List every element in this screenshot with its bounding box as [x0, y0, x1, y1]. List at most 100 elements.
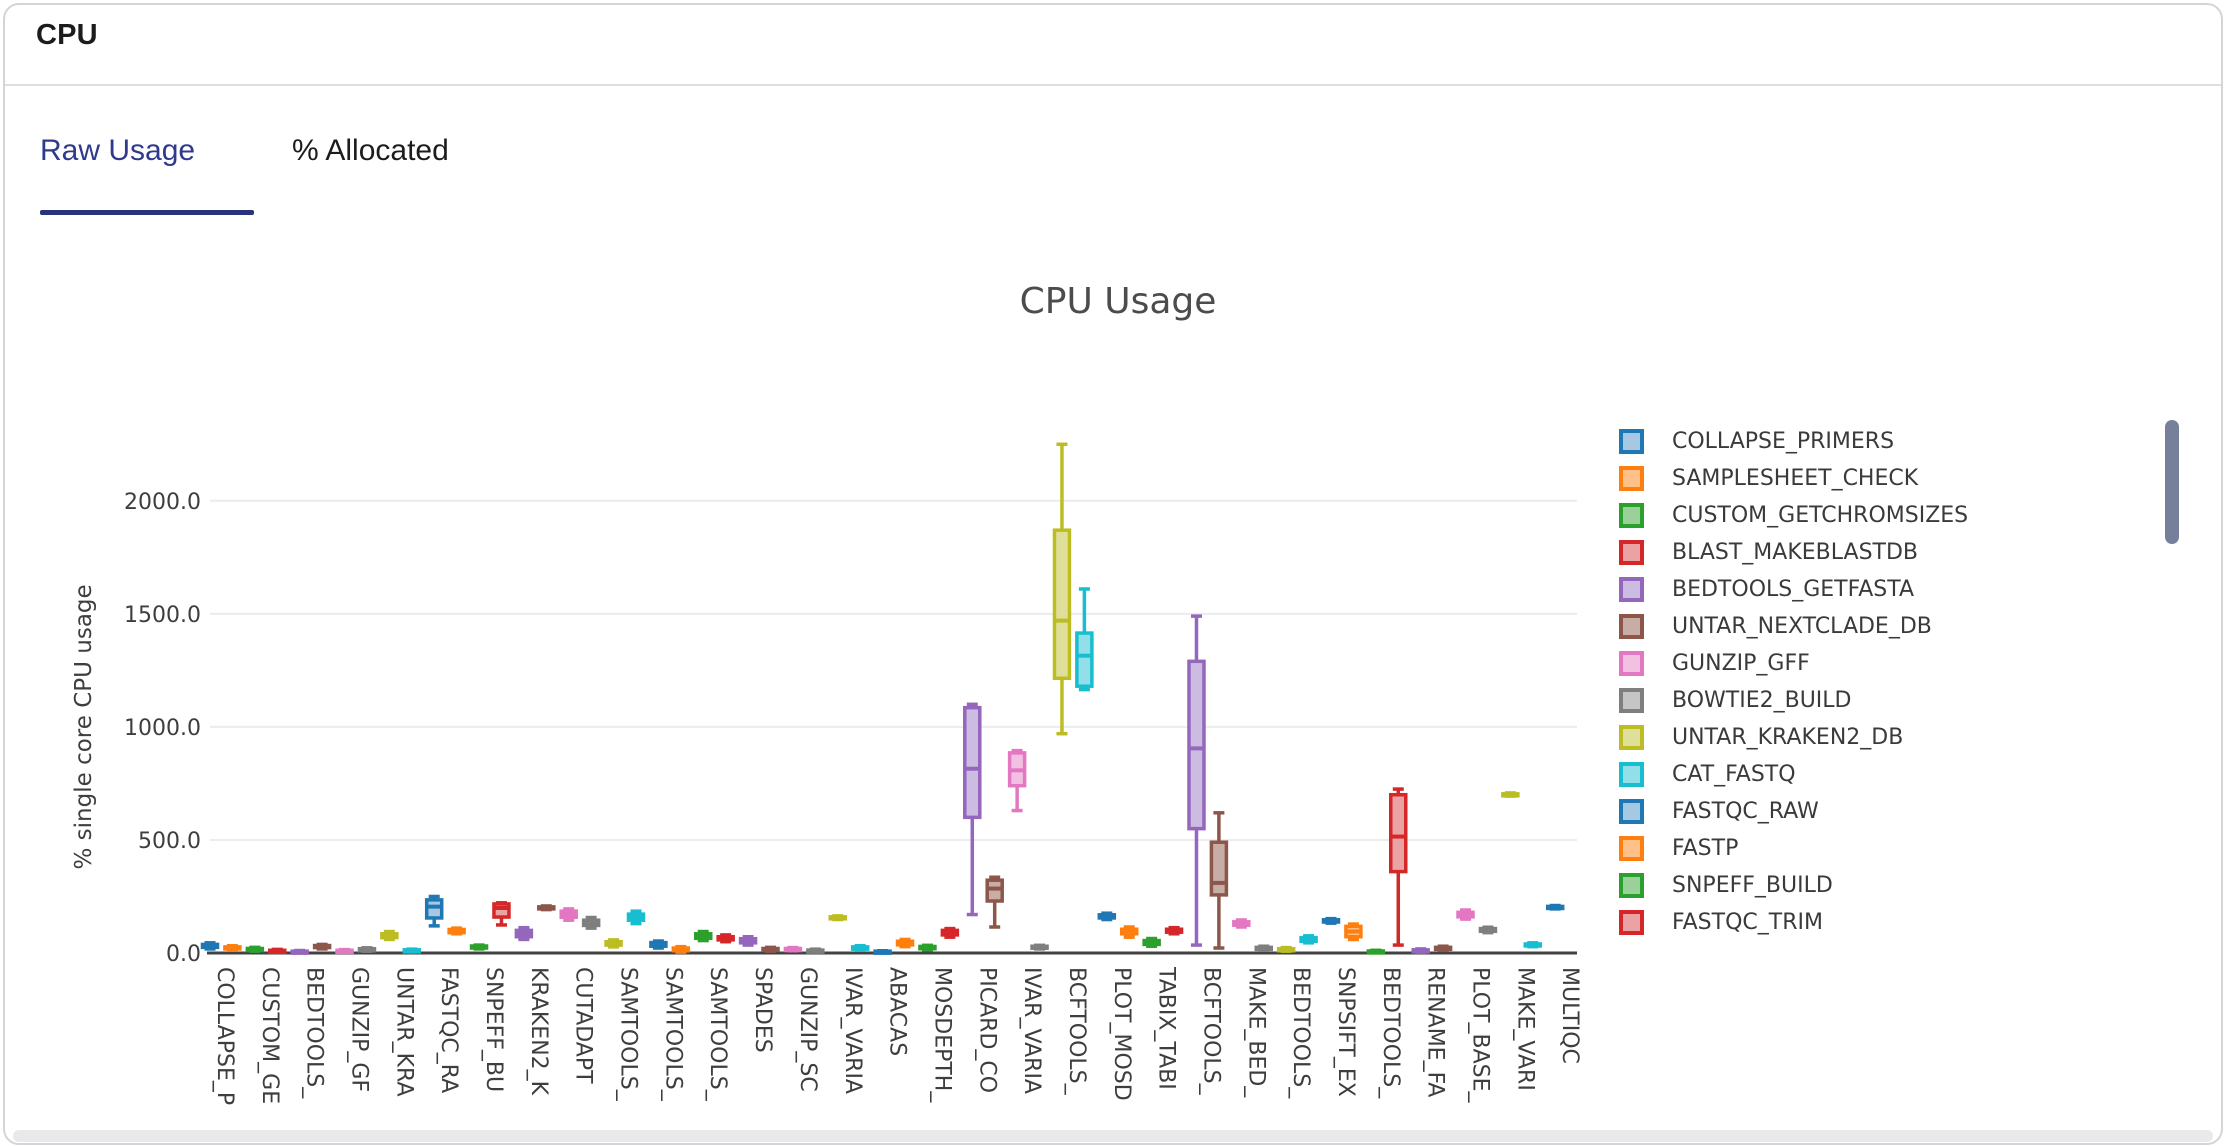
legend-scrollbar-thumb[interactable] — [2165, 420, 2179, 544]
legend-item-samplesheet_check[interactable]: SAMPLESHEET_CHECK — [1619, 463, 1968, 493]
box-plot-48[interactable] — [1276, 945, 1296, 953]
box-body — [1209, 840, 1229, 897]
box-plot-35[interactable] — [985, 875, 1004, 929]
box-plot-2[interactable] — [245, 945, 265, 953]
legend-item-blast_makeblastdb[interactable]: BLAST_MAKEBLASTDB — [1619, 537, 1968, 567]
x-tick-label: SPADES — [750, 967, 775, 1053]
legend-item-gunzip_gff[interactable]: GUNZIP_GFF — [1619, 648, 1968, 678]
x-tick-label: PICARD_CO — [974, 967, 999, 1093]
box-plot-0[interactable] — [200, 941, 220, 951]
tab-raw-usage[interactable]: Raw Usage — [40, 134, 196, 167]
box-plot-47[interactable] — [1254, 944, 1273, 953]
box-plot-30[interactable] — [873, 948, 892, 955]
box-plot-42[interactable] — [1142, 936, 1161, 948]
card-header: CPU — [5, 5, 2221, 85]
box-plot-44[interactable] — [1187, 614, 1206, 947]
box-plot-54[interactable] — [1411, 947, 1430, 954]
legend-item-untar_nextclade_db[interactable]: UNTAR_NEXTCLADE_DB — [1619, 611, 1968, 641]
box-plot-25[interactable] — [761, 945, 780, 953]
box-plot-17[interactable] — [581, 915, 601, 930]
legend-swatch-icon — [1619, 835, 1644, 861]
legend-item-bedtools_getfasta[interactable]: BEDTOOLS_GETFASTA — [1619, 574, 1968, 604]
box-plot-1[interactable] — [223, 944, 242, 953]
x-tick-label: TABIX_TABI — [1154, 966, 1179, 1090]
header-divider — [5, 84, 2221, 86]
box-plot-28[interactable] — [828, 914, 848, 922]
legend-item-fastqc_raw[interactable]: FASTQC_RAW — [1619, 796, 1968, 826]
box-plot-26[interactable] — [783, 945, 803, 953]
legend-item-bowtie2_build[interactable]: BOWTIE2_BUILD — [1619, 685, 1968, 715]
box-plot-38[interactable] — [1052, 442, 1072, 736]
box-plot-18[interactable] — [604, 938, 623, 949]
box-plot-55[interactable] — [1433, 944, 1453, 953]
box-plot-8[interactable] — [380, 929, 399, 942]
box-plot-51[interactable] — [1344, 922, 1363, 942]
box-plot-24[interactable] — [738, 934, 758, 947]
box-plot-6[interactable] — [335, 947, 354, 955]
box-plot-19[interactable] — [626, 909, 646, 926]
box-plot-34[interactable] — [963, 702, 982, 917]
box-plot-20[interactable] — [649, 939, 668, 950]
box-plot-3[interactable] — [268, 947, 287, 955]
box-body — [1075, 631, 1094, 688]
box-plot-57[interactable] — [1478, 925, 1498, 935]
legend-item-cat_fastq[interactable]: CAT_FASTQ — [1619, 759, 1968, 789]
legend-item-custom_getchromsizes[interactable]: CUSTOM_GETCHROMSIZES — [1619, 500, 1968, 530]
box-plot-12[interactable] — [469, 943, 489, 951]
legend-label: SAMPLESHEET_CHECK — [1672, 465, 1919, 491]
box-plot-5[interactable] — [312, 942, 332, 951]
box-plot-53[interactable] — [1389, 787, 1408, 947]
legend-item-collapse_primers[interactable]: COLLAPSE_PRIMERS — [1619, 426, 1968, 456]
y-axis-label: % single core CPU usage — [71, 584, 97, 869]
box-plot-45[interactable] — [1209, 811, 1229, 950]
horizontal-scrollbar[interactable] — [13, 1130, 2213, 1142]
box-plot-15[interactable] — [537, 904, 556, 912]
x-tick-label: MULTIQC — [1557, 967, 1582, 1064]
legend-item-untar_kraken2_db[interactable]: UNTAR_KRAKEN2_DB — [1619, 722, 1968, 752]
box-plot-52[interactable] — [1366, 948, 1386, 955]
box-plot-59[interactable] — [1523, 941, 1543, 949]
box-plot-11[interactable] — [447, 926, 466, 936]
box-plot-14[interactable] — [514, 925, 534, 942]
x-tick-label: UNTAR_KRA — [391, 967, 416, 1097]
box-plot-43[interactable] — [1164, 925, 1184, 936]
box-plot-13[interactable] — [492, 901, 511, 927]
cpu-usage-boxplot[interactable]: 0.0 500.0 1000.0 1500.0 2000.0 % single core … — [5, 255, 1605, 1117]
legend-swatch-icon — [1619, 650, 1644, 676]
legend-label: SNPEFF_BUILD — [1672, 872, 1833, 898]
box-plot-22[interactable] — [693, 929, 713, 943]
box-plot-49[interactable] — [1299, 934, 1318, 945]
x-tick-label: BEDTOOLS_ — [1288, 967, 1313, 1099]
box-plot-60[interactable] — [1545, 903, 1565, 911]
box-plot-16[interactable] — [559, 907, 578, 922]
legend-label: BLAST_MAKEBLASTDB — [1672, 539, 1919, 565]
box-plot-36[interactable] — [1007, 748, 1027, 813]
box-plot-4[interactable] — [290, 948, 309, 955]
box-plot-58[interactable] — [1501, 791, 1520, 798]
box-plot-29[interactable] — [850, 944, 870, 953]
box-plot-39[interactable] — [1075, 587, 1094, 692]
box-plot-27[interactable] — [806, 947, 825, 954]
box-plot-37[interactable] — [1030, 943, 1049, 951]
box-plot-7[interactable] — [357, 946, 377, 953]
box-plot-33[interactable] — [940, 926, 960, 939]
x-tick-label: BEDTOOLS_ — [1378, 967, 1403, 1099]
box-plot-50[interactable] — [1321, 916, 1341, 925]
box-plot-9[interactable] — [402, 947, 422, 954]
box-plot-23[interactable] — [716, 933, 735, 944]
box-plot-41[interactable] — [1119, 925, 1139, 939]
active-tab-underline — [40, 210, 254, 215]
box-plot-56[interactable] — [1456, 908, 1475, 921]
legend-item-snpeff_build[interactable]: SNPEFF_BUILD — [1619, 870, 1968, 900]
box-plot-32[interactable] — [918, 943, 937, 952]
box-plot-31[interactable] — [895, 937, 915, 949]
box-plot-46[interactable] — [1232, 918, 1251, 929]
legend-label: FASTP — [1672, 835, 1739, 861]
box-plot-21[interactable] — [671, 944, 691, 954]
box-plot-40[interactable] — [1097, 911, 1117, 922]
legend-swatch-icon — [1619, 909, 1644, 935]
legend-item-fastqc_trim[interactable]: FASTQC_TRIM — [1619, 907, 1968, 937]
box-plot-10[interactable] — [424, 894, 444, 928]
tab-percent-allocated[interactable]: % Allocated — [292, 134, 449, 167]
legend-item-fastp[interactable]: FASTP — [1619, 833, 1968, 863]
